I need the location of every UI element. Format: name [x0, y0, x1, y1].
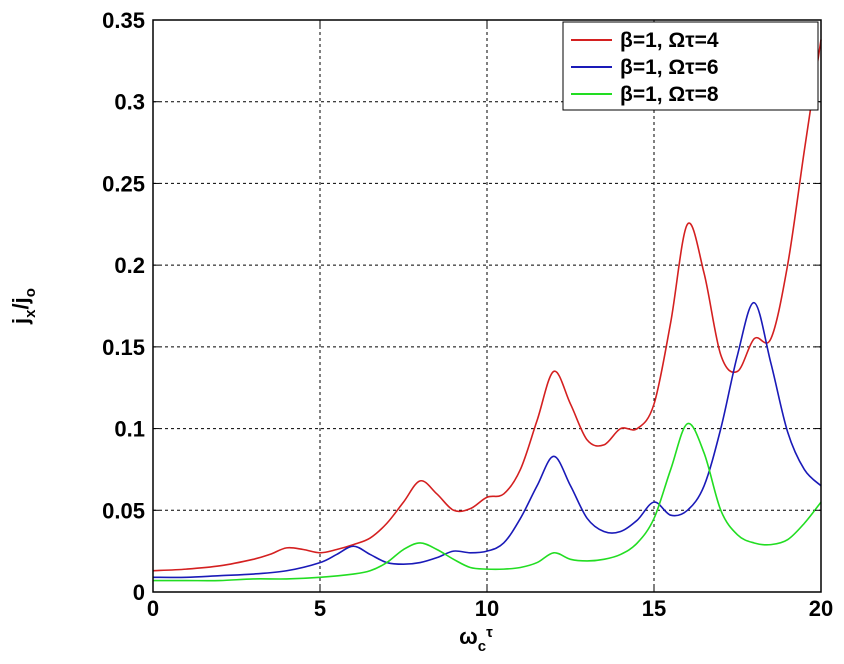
y-tick-label: 0.25	[102, 171, 145, 196]
y-axis-label-trail: /j	[8, 297, 33, 309]
y-tick-label: 0.35	[102, 8, 145, 33]
legend: β=1, Ωτ=4 β=1, Ωτ=6 β=1, Ωτ=8	[562, 21, 819, 111]
y-tick-label: 0.15	[102, 335, 145, 360]
series-line-1	[152, 39, 822, 572]
y-axis-label-trail-sub: o	[22, 288, 39, 297]
x-axis-label-sub: c	[478, 638, 486, 655]
legend-label-3: β=1, Ωτ=8	[620, 83, 719, 106]
y-tick-label: 0	[133, 580, 145, 605]
x-tick-label: 10	[475, 596, 499, 621]
x-axis-label: ωcτ	[459, 624, 493, 655]
y-tick-label: 0.3	[114, 90, 145, 115]
x-axis-label-main: ω	[459, 624, 478, 649]
series-layer	[152, 39, 822, 582]
y-axis-label-sub: x	[22, 309, 39, 318]
y-axis-label-main: j	[8, 318, 33, 325]
x-tick-label: 5	[314, 596, 326, 621]
y-tick-label: 0.2	[114, 253, 145, 278]
x-tick-label: 15	[642, 596, 666, 621]
legend-label-1: β=1, Ωτ=4	[620, 29, 719, 52]
legend-label-2: β=1, Ωτ=6	[620, 56, 719, 79]
x-tick-label: 20	[809, 596, 833, 621]
y-axis-label: jx/jo	[8, 288, 39, 325]
y-tick-label: 0.1	[114, 417, 145, 442]
series-line-3	[152, 422, 822, 582]
x-tick-label: 0	[147, 596, 159, 621]
ticks: 0 5 10 15 20 0 0.05 0.1 0.15 0.2 0.25 0.3 0.35	[102, 8, 833, 621]
series-line-2	[152, 301, 822, 579]
y-tick-label: 0.05	[102, 498, 145, 523]
x-axis-label-sup: τ	[486, 624, 493, 641]
